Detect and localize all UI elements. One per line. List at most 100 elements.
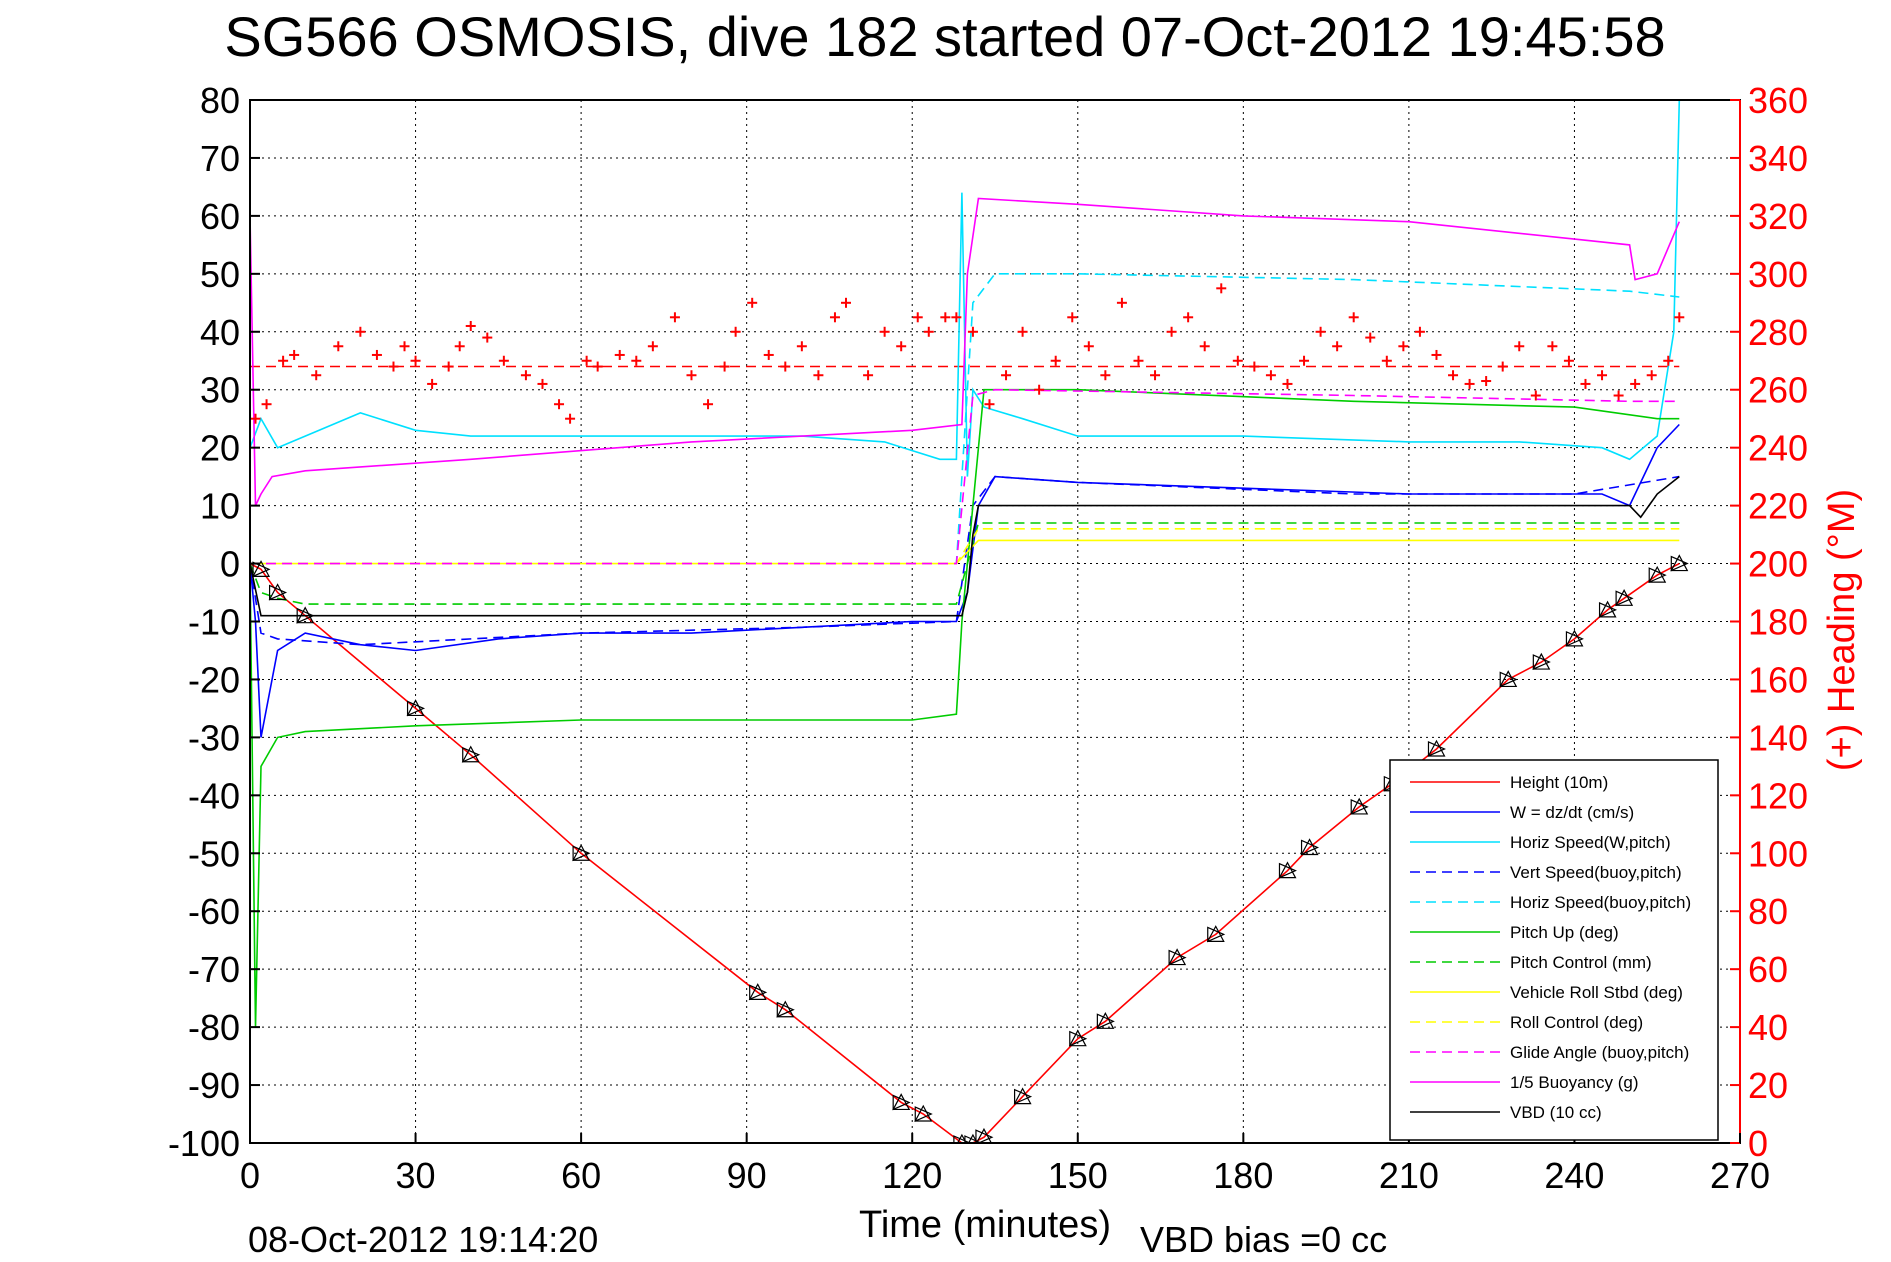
right-tick-label: 0 bbox=[1748, 1123, 1768, 1164]
right-tick-label: 160 bbox=[1748, 659, 1808, 700]
heading-marker bbox=[1674, 312, 1685, 323]
heading-marker bbox=[863, 370, 874, 381]
left-tick-label: -50 bbox=[188, 833, 240, 874]
legend-label: Pitch Up (deg) bbox=[1510, 923, 1619, 942]
x-tick-label: 180 bbox=[1213, 1155, 1273, 1196]
right-axis-label: (+) Heading (°M) bbox=[1821, 489, 1863, 771]
footer-vbd-bias: VBD bias =0 cc bbox=[1140, 1219, 1387, 1260]
right-tick-label: 40 bbox=[1748, 1007, 1788, 1048]
heading-marker bbox=[1431, 349, 1442, 360]
legend-label: Horiz Speed(buoy,pitch) bbox=[1510, 893, 1691, 912]
heading-marker bbox=[1050, 355, 1061, 366]
left-tick-label: 0 bbox=[220, 544, 240, 585]
heading-marker bbox=[1150, 370, 1161, 381]
depth-marker bbox=[1615, 589, 1634, 607]
heading-marker bbox=[829, 312, 840, 323]
series-line-11 bbox=[250, 475, 1680, 617]
heading-marker bbox=[912, 312, 923, 323]
right-tick-label: 80 bbox=[1748, 891, 1788, 932]
heading-marker bbox=[355, 326, 366, 337]
x-tick-label: 0 bbox=[240, 1155, 260, 1196]
heading-marker bbox=[388, 361, 399, 372]
x-tick-label: 90 bbox=[727, 1155, 767, 1196]
heading-marker bbox=[427, 378, 438, 389]
left-tick-label: 10 bbox=[200, 486, 240, 527]
right-axis-ticks: 3603403203002802602402202001801601401201… bbox=[1730, 80, 1808, 1164]
series-line-6 bbox=[250, 522, 1680, 605]
depth-marker bbox=[572, 844, 591, 862]
left-tick-label: -100 bbox=[168, 1123, 240, 1164]
depth-marker bbox=[1206, 925, 1226, 943]
heading-marker bbox=[631, 355, 642, 366]
heading-marker bbox=[1580, 378, 1591, 389]
left-tick-label: -10 bbox=[188, 602, 240, 643]
heading-marker bbox=[940, 312, 951, 323]
heading-marker bbox=[250, 413, 261, 424]
x-tick-label: 120 bbox=[882, 1155, 942, 1196]
depth-marker bbox=[1278, 861, 1297, 879]
depth-marker bbox=[975, 1127, 994, 1143]
legend-label: Vert Speed(buoy,pitch) bbox=[1510, 863, 1682, 882]
left-tick-label: 80 bbox=[200, 80, 240, 121]
depth-marker bbox=[406, 699, 426, 717]
heading-marker bbox=[454, 341, 465, 352]
heading-marker bbox=[1100, 370, 1111, 381]
heading-marker bbox=[1497, 361, 1508, 372]
heading-marker bbox=[879, 326, 890, 337]
heading-marker bbox=[1265, 370, 1276, 381]
x-axis-label: Time (minutes) bbox=[859, 1204, 1111, 1246]
heading-marker bbox=[1597, 370, 1608, 381]
heading-marker bbox=[1083, 341, 1094, 352]
heading-marker bbox=[1232, 355, 1243, 366]
heading-marker bbox=[1464, 378, 1475, 389]
heading-marker bbox=[923, 326, 934, 337]
heading-marker bbox=[1199, 341, 1210, 352]
heading-marker bbox=[443, 361, 454, 372]
heading-marker bbox=[333, 341, 344, 352]
right-tick-label: 220 bbox=[1748, 486, 1808, 527]
legend-label: Horiz Speed(W,pitch) bbox=[1510, 833, 1671, 852]
heading-marker bbox=[1663, 355, 1674, 366]
right-tick-label: 100 bbox=[1748, 833, 1808, 874]
left-tick-label: 30 bbox=[200, 370, 240, 411]
heading-marker bbox=[371, 349, 382, 360]
left-tick-label: -30 bbox=[188, 717, 240, 758]
depth-marker bbox=[892, 1093, 911, 1111]
depth-marker bbox=[1670, 554, 1689, 572]
right-tick-label: 60 bbox=[1748, 949, 1788, 990]
heading-marker bbox=[1116, 297, 1127, 308]
series-line-2 bbox=[250, 100, 1681, 477]
right-tick-label: 360 bbox=[1748, 80, 1808, 121]
heading-marker bbox=[261, 399, 272, 410]
x-tick-label: 60 bbox=[561, 1155, 601, 1196]
heading-marker bbox=[581, 355, 592, 366]
heading-marker bbox=[763, 349, 774, 360]
heading-marker bbox=[1315, 326, 1326, 337]
left-tick-label: 40 bbox=[200, 312, 240, 353]
right-tick-label: 300 bbox=[1748, 254, 1808, 295]
heading-marker bbox=[1630, 378, 1641, 389]
heading-marker bbox=[647, 341, 658, 352]
left-tick-label: 50 bbox=[200, 254, 240, 295]
heading-marker bbox=[482, 332, 493, 343]
heading-marker bbox=[554, 399, 565, 410]
right-tick-label: 120 bbox=[1748, 775, 1808, 816]
left-tick-label: -90 bbox=[188, 1065, 240, 1106]
legend-label: W = dz/dt (cm/s) bbox=[1510, 803, 1634, 822]
depth-marker bbox=[461, 745, 481, 763]
legend-label: Glide Angle (buoy,pitch) bbox=[1510, 1043, 1689, 1062]
right-tick-label: 320 bbox=[1748, 196, 1808, 237]
right-tick-label: 240 bbox=[1748, 428, 1808, 469]
left-tick-label: -40 bbox=[188, 775, 240, 816]
depth-marker bbox=[1532, 652, 1551, 670]
heading-marker bbox=[896, 341, 907, 352]
heading-marker bbox=[311, 370, 322, 381]
depth-marker bbox=[1499, 670, 1518, 688]
depth-marker bbox=[1068, 1029, 1088, 1047]
heading-marker bbox=[1034, 384, 1045, 395]
depth-marker bbox=[1565, 629, 1584, 647]
heading-marker bbox=[410, 355, 421, 366]
legend-label: Vehicle Roll Stbd (deg) bbox=[1510, 983, 1683, 1002]
right-tick-label: 280 bbox=[1748, 312, 1808, 353]
